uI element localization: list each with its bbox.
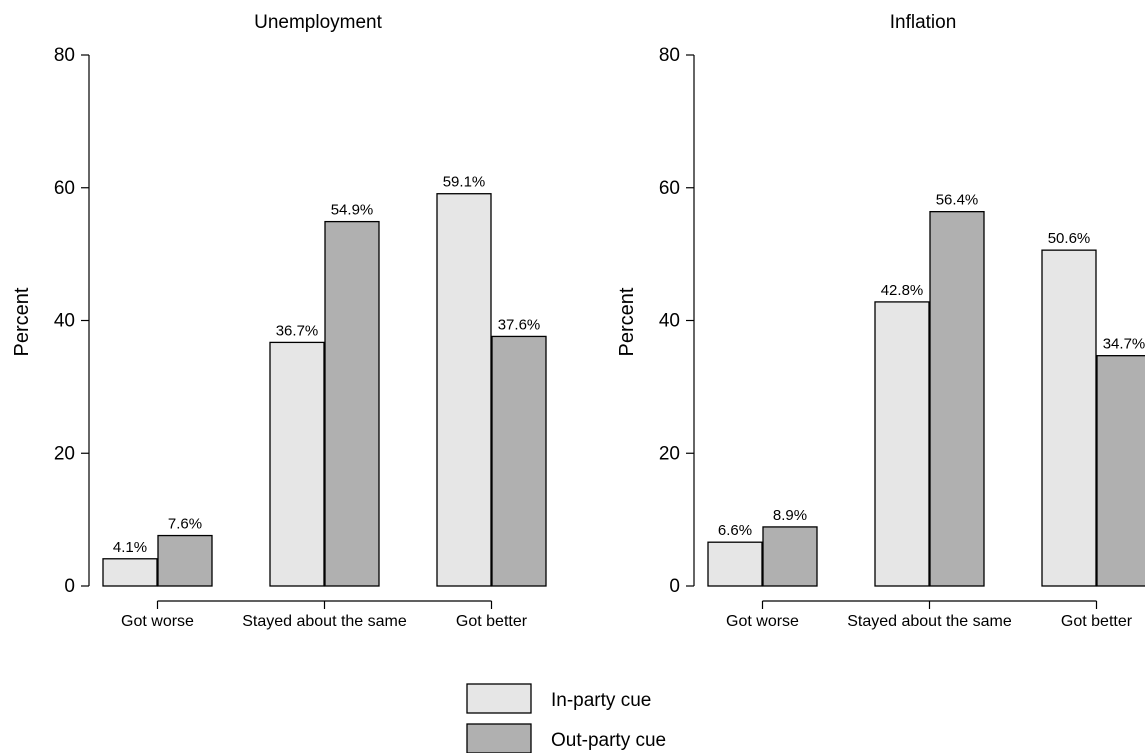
y-axis: 0 20 40 60 80 bbox=[54, 45, 90, 597]
unemployment-panel: Unemployment Percent 0 20 40 60 80 4.1% 7.6% 3… bbox=[11, 12, 547, 630]
bar-out-party bbox=[157, 534, 213, 587]
bar-in-party bbox=[269, 341, 325, 587]
x-tick-label: Stayed about the same bbox=[847, 613, 1012, 630]
legend-item-out-party: Out-party cue bbox=[466, 723, 666, 753]
y-axis: 0 20 40 60 80 bbox=[659, 45, 695, 597]
legend: In-party cue Out-party cue bbox=[466, 683, 666, 753]
x-tick-label: Got worse bbox=[121, 613, 194, 630]
bar-in-party bbox=[436, 193, 492, 587]
y-tick-label: 0 bbox=[64, 576, 75, 597]
data-label: 4.1% bbox=[113, 539, 147, 556]
y-axis-label: Percent bbox=[11, 287, 33, 356]
legend-swatch-in-party bbox=[466, 683, 532, 714]
data-label: 36.7% bbox=[276, 322, 319, 339]
legend-label-in-party: In-party cue bbox=[551, 690, 651, 711]
inflation-panel: Inflation Percent 0 20 40 60 80 6.6% 8.9% 42.8… bbox=[616, 12, 1145, 630]
bar-in-party bbox=[707, 541, 763, 587]
data-label: 8.9% bbox=[773, 507, 807, 524]
data-label: 7.6% bbox=[168, 516, 202, 533]
bar-in-party bbox=[874, 301, 930, 587]
data-label: 37.6% bbox=[498, 316, 541, 333]
x-tick-label: Got worse bbox=[726, 613, 799, 630]
x-axis: Got worse Stayed about the same Got better bbox=[121, 600, 528, 630]
y-tick-label: 80 bbox=[659, 45, 680, 66]
bar-out-party bbox=[1096, 355, 1145, 587]
bar-out-party bbox=[929, 210, 985, 587]
data-label: 34.7% bbox=[1103, 336, 1145, 353]
y-tick-label: 20 bbox=[54, 443, 75, 464]
x-tick-label: Stayed about the same bbox=[242, 613, 407, 630]
y-tick-label: 60 bbox=[659, 178, 680, 199]
bar-in-party bbox=[1041, 249, 1097, 587]
y-tick-label: 40 bbox=[54, 311, 75, 332]
data-label: 42.8% bbox=[881, 282, 924, 299]
x-axis: Got worse Stayed about the same Got better bbox=[726, 600, 1133, 630]
data-label: 6.6% bbox=[718, 522, 752, 539]
x-tick-label: Got better bbox=[456, 613, 528, 630]
y-tick-label: 20 bbox=[659, 443, 680, 464]
legend-item-in-party: In-party cue bbox=[466, 683, 651, 714]
data-label: 59.1% bbox=[443, 174, 486, 191]
chart-title: Unemployment bbox=[254, 12, 382, 33]
bar-out-party bbox=[324, 220, 380, 587]
data-label: 56.4% bbox=[936, 192, 979, 209]
legend-swatch-out-party bbox=[466, 723, 532, 753]
bar-out-party bbox=[491, 335, 547, 587]
data-label: 50.6% bbox=[1048, 230, 1091, 247]
x-tick-label: Got better bbox=[1061, 613, 1133, 630]
chart-title: Inflation bbox=[890, 12, 957, 33]
bar-in-party bbox=[102, 558, 158, 587]
y-tick-label: 60 bbox=[54, 178, 75, 199]
bar-group: 4.1% 7.6% 36.7% 54.9% 59.1% 37.6% bbox=[102, 174, 547, 587]
y-axis-label: Percent bbox=[616, 287, 638, 356]
y-tick-label: 0 bbox=[669, 576, 680, 597]
data-label: 54.9% bbox=[331, 202, 374, 219]
y-tick-label: 80 bbox=[54, 45, 75, 66]
bar-out-party bbox=[762, 526, 818, 587]
y-tick-label: 40 bbox=[659, 311, 680, 332]
legend-label-out-party: Out-party cue bbox=[551, 730, 666, 751]
bar-group: 6.6% 8.9% 42.8% 56.4% 50.6% 34.7% bbox=[707, 192, 1145, 587]
